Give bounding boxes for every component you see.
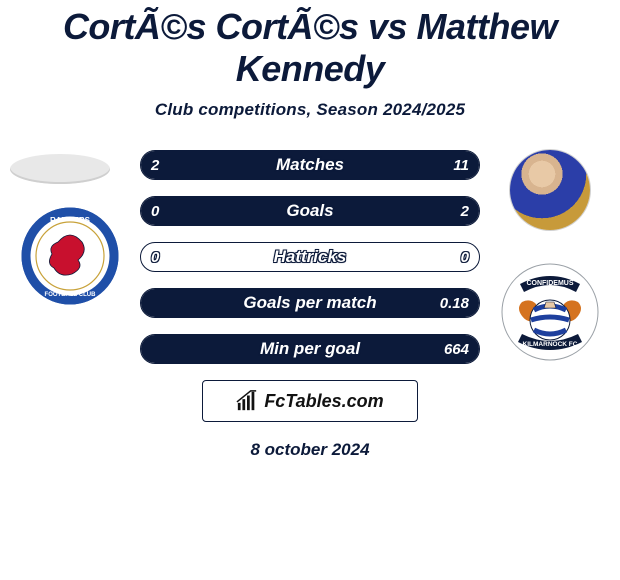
club-right-crest: CONFIDEMUS KILMARNOCK FC <box>500 262 600 362</box>
svg-text:CONFIDEMUS: CONFIDEMUS <box>526 280 573 287</box>
page-subtitle: Club competitions, Season 2024/2025 <box>0 100 620 120</box>
stat-row: 211Matches <box>140 150 480 180</box>
stat-label: Goals per match <box>141 289 479 317</box>
page-title: CortÃ©s CortÃ©s vs Matthew Kennedy <box>0 0 620 90</box>
stat-row: 00Hattricks <box>140 242 480 272</box>
svg-text:FOOTBALL CLUB: FOOTBALL CLUB <box>45 292 97 298</box>
brand-text: FcTables.com <box>264 391 383 412</box>
player-right-avatar <box>510 150 590 230</box>
stat-row: 0.18Goals per match <box>140 288 480 318</box>
stat-label: Hattricks <box>141 243 479 271</box>
stats-bars: 211Matches 02Goals 00Hattricks 0.18Goals pe… <box>140 150 480 364</box>
club-left-crest: RANGERS FOOTBALL CLUB <box>20 206 120 306</box>
brand-box: FcTables.com <box>202 380 418 422</box>
stat-row: 664Min per goal <box>140 334 480 364</box>
bar-chart-icon <box>236 390 258 412</box>
stat-label: Min per goal <box>141 335 479 363</box>
stat-row: 02Goals <box>140 196 480 226</box>
stat-label: Goals <box>141 197 479 225</box>
player-left-avatar <box>10 154 110 184</box>
svg-text:KILMARNOCK FC: KILMARNOCK FC <box>523 341 578 348</box>
date-text: 8 october 2024 <box>0 440 620 460</box>
stat-label: Matches <box>141 151 479 179</box>
comparison-content: RANGERS FOOTBALL CLUB CONFIDEMUS KILMARN… <box>0 150 620 460</box>
svg-text:RANGERS: RANGERS <box>50 216 91 225</box>
